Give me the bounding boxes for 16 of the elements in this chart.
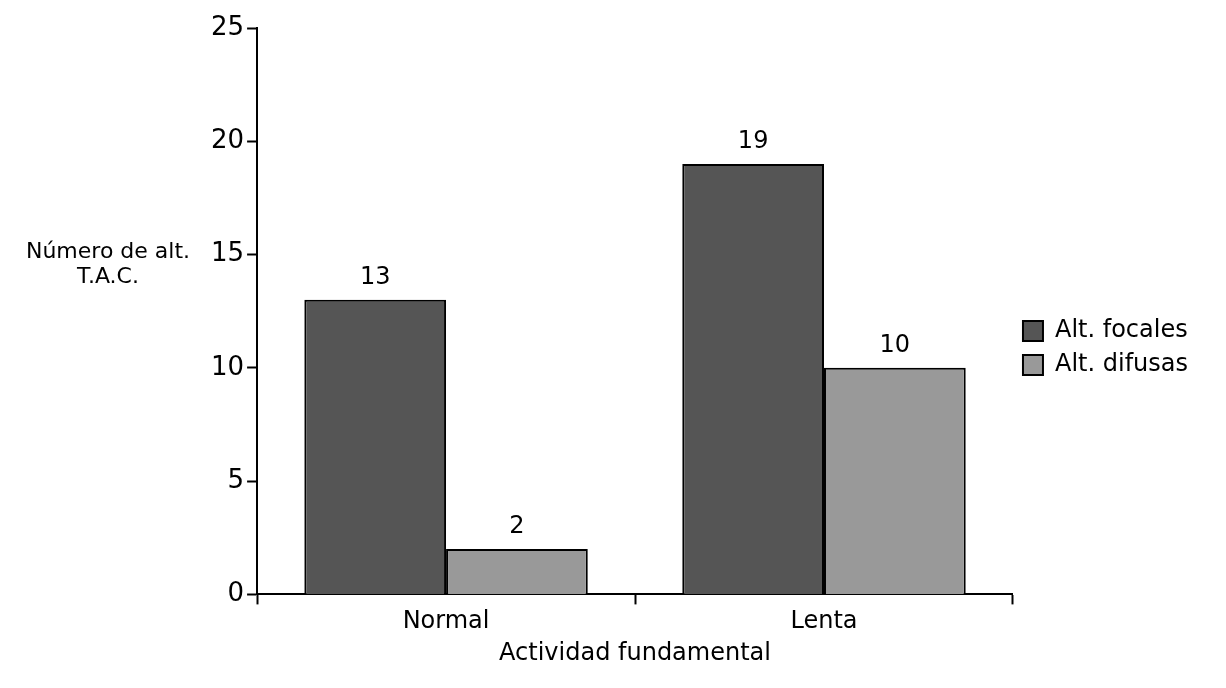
data-label: 10: [879, 330, 911, 359]
x-tick-label: Normal: [402, 606, 490, 635]
x-tick-label: Lenta: [790, 606, 858, 635]
y-tick-label: 20: [210, 124, 245, 155]
y-axis-title: Número de alt. T.A.C.: [24, 238, 192, 288]
data-label: 19: [737, 126, 769, 155]
y-tick-label: 15: [210, 237, 245, 268]
y-tick-label: 10: [210, 350, 245, 381]
legend-label: Alt. focales: [1054, 315, 1188, 344]
y-tick-label: 5: [227, 463, 245, 494]
data-label: 13: [359, 262, 391, 291]
y-tick-label: 25: [210, 10, 245, 41]
y-tick-label: 0: [227, 577, 245, 608]
legend-label: Alt. difusas: [1054, 349, 1188, 378]
x-axis-title: Actividad fundamental: [499, 637, 771, 666]
data-label: 2: [509, 511, 525, 540]
